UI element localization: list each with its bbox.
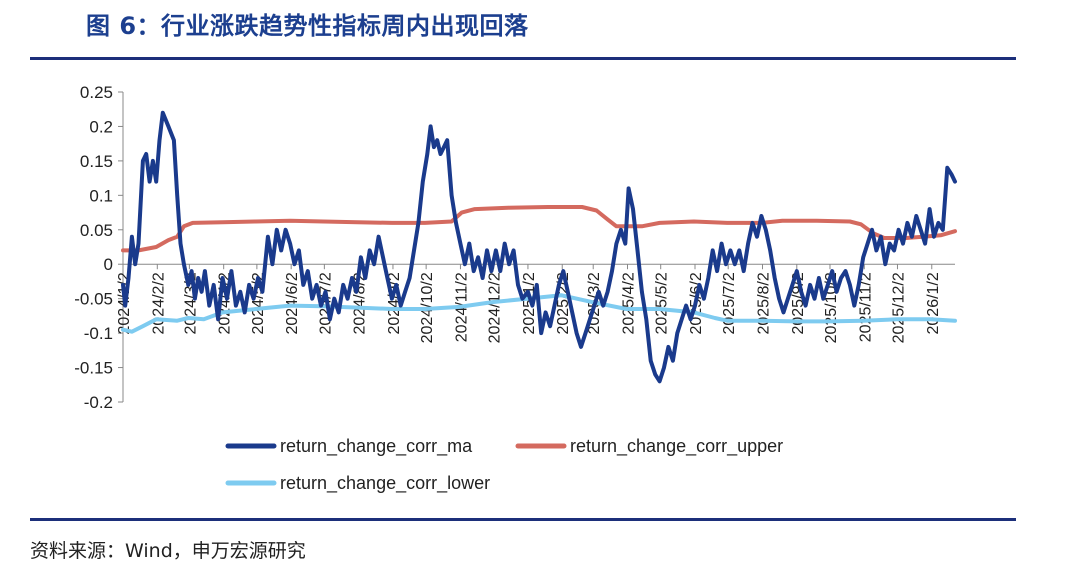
x-tick-label: 2025/8/2	[755, 272, 772, 334]
x-tick-label: 2025/1/2	[521, 272, 538, 334]
y-tick-label: 0.15	[80, 152, 113, 171]
y-tick-label: 0.2	[89, 117, 113, 136]
y-tick-label: -0.15	[74, 359, 113, 378]
x-tick-label: 2026/1/2	[925, 272, 942, 334]
legend-label: return_change_corr_ma	[280, 436, 473, 457]
series-line-return_change_corr_upper	[121, 205, 957, 253]
chart-legend: return_change_corr_ma return_change_corr_…	[225, 436, 783, 494]
source-note: 资料来源：Wind，申万宏源研究	[30, 540, 306, 562]
top-rule	[30, 57, 1016, 60]
chart-series	[121, 110, 957, 384]
x-tick-label: 2024/6/2	[284, 272, 301, 334]
x-tick-label: 2024/2/2	[150, 272, 167, 334]
bottom-rule	[30, 518, 1016, 521]
y-tick-label: -0.1	[84, 324, 113, 343]
y-tick-label: -0.05	[74, 290, 113, 309]
legend-item: return_change_corr_lower	[225, 473, 490, 494]
y-tick-label: 0.25	[80, 83, 113, 102]
x-tick-label: 2025/7/2	[721, 272, 738, 334]
chart-title: 图 6：行业涨跌趋势性指标周内出现回落	[86, 12, 529, 40]
y-tick-label: 0.05	[80, 221, 113, 240]
x-tick-label: 2025/5/2	[654, 272, 671, 334]
chart: 0.25 0.2 0.15 0.1 0.05 0 -0.05 -0.1 -0.15 -0.2 202…	[74, 83, 957, 494]
chart-axes: 0.25 0.2 0.15 0.1 0.05 0 -0.05 -0.1 -0.15 -0.2 202…	[74, 83, 955, 412]
series-line-return_change_corr_ma	[121, 110, 957, 384]
legend-item: return_change_corr_ma	[225, 436, 473, 457]
x-tick-label: 2025/11/2	[857, 272, 874, 342]
legend-label: return_change_corr_lower	[280, 473, 490, 494]
series-line-return_change_corr_lower	[121, 293, 957, 334]
x-tick-label: 2025/4/2	[621, 272, 638, 334]
y-tick-label: 0	[104, 255, 113, 274]
legend-item: return_change_corr_upper	[515, 436, 783, 457]
legend-label: return_change_corr_upper	[570, 436, 783, 457]
x-tick-label: 2024/12/2	[487, 272, 504, 343]
y-tick-label: -0.2	[84, 393, 113, 412]
y-tick-label: 0.1	[89, 186, 113, 205]
x-tick-label: 2025/9/2	[790, 272, 807, 334]
x-tick-label: 2025/12/2	[890, 272, 907, 343]
